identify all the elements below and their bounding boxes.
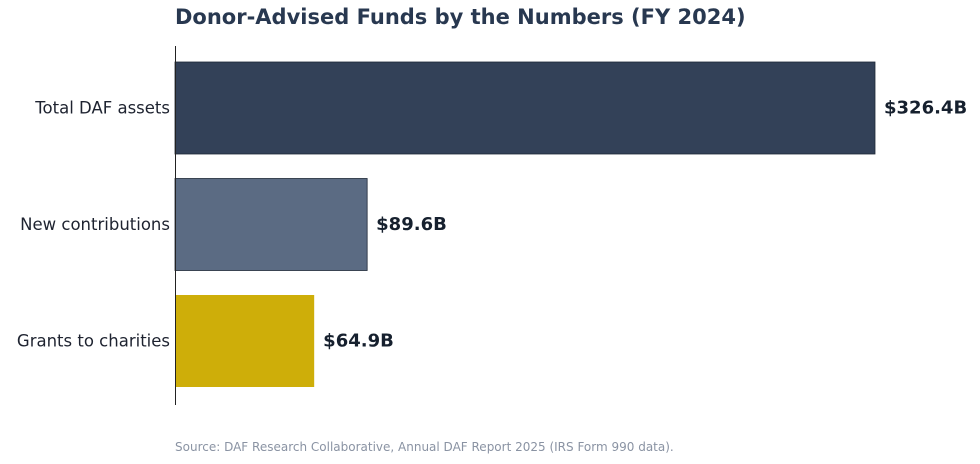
value-label: $64.9B — [323, 331, 394, 352]
chart-title: Donor-Advised Funds by the Numbers (FY 2… — [175, 5, 746, 29]
category-label: New contributions — [20, 215, 170, 234]
source-note: Source: DAF Research Collaborative, Annu… — [175, 440, 674, 454]
bar-new-contributions — [174, 178, 368, 271]
bar-total-daf-assets — [174, 61, 876, 155]
bar-grants-to-charities — [175, 295, 315, 387]
category-label: Total DAF assets — [34, 99, 170, 118]
value-label: $326.4B — [884, 98, 967, 119]
category-label: Grants to charities — [17, 332, 170, 351]
value-label: $89.6B — [376, 214, 447, 235]
bars: Total DAF assets $326.4B New contributions… — [17, 61, 967, 387]
